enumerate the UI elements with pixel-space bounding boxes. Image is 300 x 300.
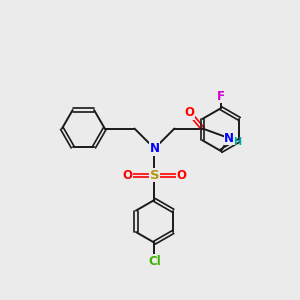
Text: O: O (184, 106, 194, 119)
Text: Cl: Cl (148, 255, 161, 268)
Text: S: S (150, 169, 159, 182)
Text: N: N (149, 142, 160, 155)
Text: O: O (176, 169, 186, 182)
Text: H: H (233, 137, 241, 147)
Text: N: N (224, 132, 234, 145)
Text: O: O (123, 169, 133, 182)
Text: F: F (217, 90, 225, 103)
